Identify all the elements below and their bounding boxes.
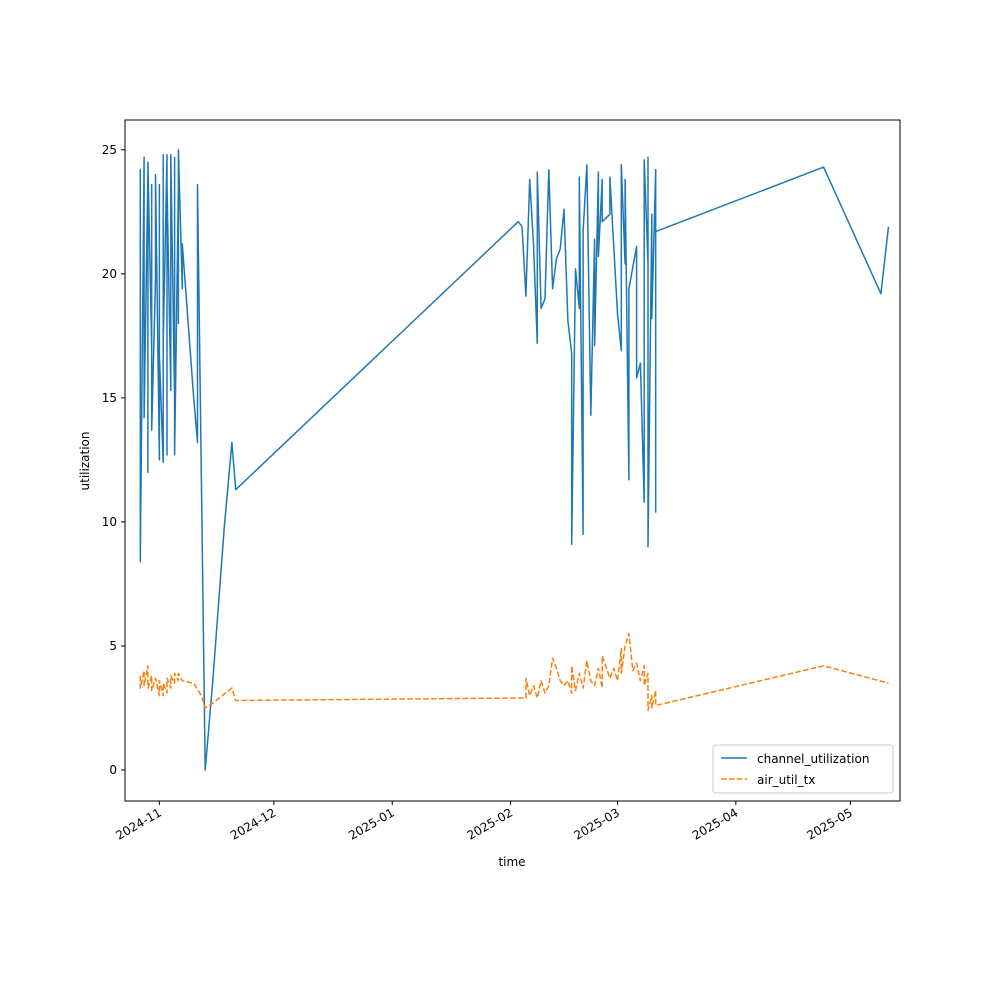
y-tick-label: 15 — [102, 391, 117, 405]
series-line-air-util-tx — [139, 632, 889, 712]
x-tick-label: 2025-01 — [346, 805, 396, 842]
y-tick-label: 25 — [102, 143, 117, 157]
series-layer — [139, 149, 890, 771]
x-axis-label: time — [498, 855, 525, 869]
y-tick-label: 0 — [109, 763, 117, 777]
y-tick-label: 5 — [109, 639, 117, 653]
legend-label-channel-utilization: channel_utilization — [757, 752, 869, 766]
legend-box — [712, 744, 894, 794]
legend: channel_utilization air_util_tx — [712, 744, 894, 794]
x-axis: 2024-11 2024-12 2025-01 2025-02 2025-03 2025-… — [113, 801, 855, 843]
y-axis: 0 5 10 15 20 25 — [102, 143, 125, 777]
x-tick-label: 2025-02 — [465, 805, 515, 842]
legend-label-air-util-tx: air_util_tx — [757, 773, 815, 787]
x-tick-label: 2024-11 — [113, 805, 163, 842]
y-tick-label: 20 — [102, 267, 117, 281]
x-tick-label: 2025-03 — [572, 805, 622, 842]
x-tick-label: 2025-04 — [690, 805, 740, 842]
x-tick-label: 2024-12 — [228, 805, 278, 842]
plot-frame — [124, 119, 901, 802]
y-tick-label: 10 — [102, 515, 117, 529]
y-axis-label: utilization — [78, 432, 92, 491]
series-line-channel-utilization — [139, 149, 890, 771]
x-tick-label: 2025-05 — [804, 805, 854, 842]
